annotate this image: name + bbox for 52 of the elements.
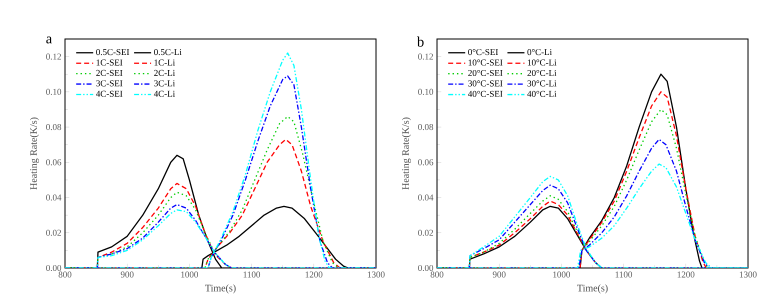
- y-axis-title: Heating Rate(K/s): [30, 118, 39, 190]
- legend-label: 30°C-Li: [528, 80, 556, 86]
- y-tick-label: 0.08: [46, 124, 62, 130]
- y-tick-label: 0.06: [418, 159, 434, 166]
- y-tick-label: 0.02: [418, 230, 433, 236]
- legend-label: 0.5C-SEI: [96, 49, 130, 56]
- legend-label: 1C-SEI: [96, 60, 122, 66]
- y-tick-label: 0.02: [46, 230, 61, 236]
- y-tick-label: 0.10: [46, 88, 62, 95]
- x-tick-label: 1000: [553, 272, 570, 278]
- y-tick-label: 0.04: [46, 194, 62, 201]
- legend-label: 3C-SEI: [96, 80, 122, 86]
- x-tick-label: 800: [58, 272, 72, 278]
- legend-label: 2C-SEI: [96, 70, 122, 76]
- y-axis-title: Heating Rate(K/s): [402, 118, 411, 190]
- x-tick-label: 900: [492, 272, 506, 278]
- legend-label: 30°C-SEI: [468, 80, 502, 86]
- y-tick-label: 0.12: [46, 54, 61, 60]
- x-tick-label: 1200: [678, 272, 694, 278]
- legend-label: 0°C-SEI: [468, 49, 498, 56]
- legend-label: 2C-Li: [154, 70, 175, 76]
- y-tick-label: 0.04: [418, 194, 434, 201]
- legend-label: 0.5C-Li: [154, 49, 182, 56]
- x-tick-label: 1100: [244, 272, 260, 278]
- legend-label: 10°C-SEI: [468, 59, 502, 66]
- y-tick-label: 0.00: [46, 264, 62, 272]
- x-tick-label: 1100: [616, 272, 632, 278]
- legend-label: 1C-Li: [154, 60, 175, 66]
- x-tick-label: 1300: [368, 272, 385, 278]
- y-tick-label: 0.10: [418, 88, 434, 95]
- legend-label: 10°C-Li: [528, 59, 556, 66]
- legend-label: 20°C-Li: [527, 70, 556, 76]
- y-tick-label: 0.12: [418, 54, 433, 60]
- x-tick-label: 1300: [740, 272, 757, 278]
- legend-label: 40°C-SEI: [468, 90, 502, 97]
- legend-label: 3C-Li: [154, 80, 175, 86]
- legend-label: 20°C-SEI: [468, 70, 502, 76]
- y-tick-label: 0.08: [418, 124, 434, 130]
- y-tick-label: 0.06: [46, 159, 62, 166]
- x-tick-label: 900: [120, 272, 134, 278]
- chart-title: b: [416, 36, 424, 47]
- y-tick-label: 0.00: [418, 264, 434, 272]
- x-axis-title: Time(s): [205, 284, 236, 294]
- x-axis-title: Time(s): [577, 284, 608, 294]
- legend-label: 40°C-Li: [527, 90, 556, 97]
- chart-title: a: [46, 36, 52, 44]
- x-tick-label: 1200: [306, 272, 322, 278]
- x-tick-label: 800: [430, 272, 444, 278]
- x-tick-label: 1000: [181, 272, 198, 278]
- legend-label: 4C-Li: [154, 90, 175, 97]
- legend-label: 4C-SEI: [96, 90, 122, 97]
- legend-label: 0°C-Li: [527, 49, 552, 56]
